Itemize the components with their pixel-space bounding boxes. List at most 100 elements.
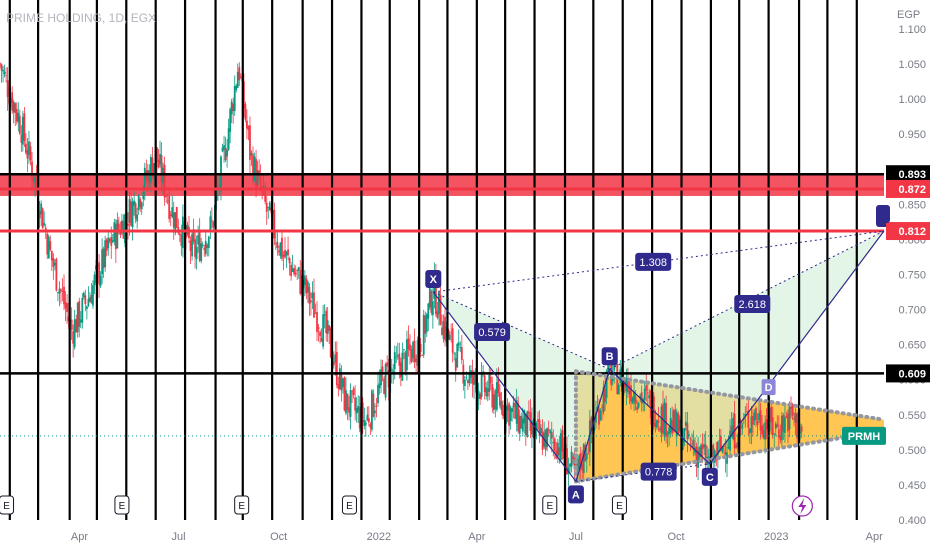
candle-body [335,351,338,386]
candle-body [511,408,514,412]
candle-body [744,413,747,417]
candle-body [291,268,294,272]
ratio-line-BD [609,230,885,370]
symbol-tag-label: PRMH [848,431,880,443]
candle-body [191,234,193,257]
candle-body [707,456,710,459]
candle-body [380,369,382,386]
candle-body [764,422,767,440]
candle-body [252,154,254,181]
candle-body [352,388,355,396]
candle-body [582,444,585,474]
candle-body [776,424,779,428]
candle-body [288,258,291,264]
candle-body [384,364,387,398]
candle-body [281,237,283,259]
candle-body [657,420,660,423]
candle-body [491,384,494,408]
candle-body [489,376,492,384]
candle-body [448,334,451,340]
candle-body [550,432,553,439]
level-tag-label: 0.893 [898,169,926,181]
candle-body [659,428,661,430]
candle-body [297,267,300,271]
earnings-marker-label: E [546,501,553,512]
candle-body [337,384,340,389]
candle-body [236,71,239,88]
candle-body [186,224,189,235]
candle-body [128,199,131,223]
candle-body [613,360,616,371]
candle-body [325,310,328,334]
y-tick-label: 0.400 [898,515,926,527]
candle-body [479,394,482,400]
candle-body [98,262,100,285]
point-label-C: C [706,472,714,484]
candle-body [718,440,721,442]
candle-body [791,403,794,416]
candle-body [451,328,454,353]
level-tag-0.609 [886,364,930,383]
candle-body [305,278,308,294]
level-tag-label: 0.812 [898,226,926,238]
candle-body [203,248,206,250]
candle-body [780,415,783,441]
candle-body [569,463,571,468]
triangle-lower-line [573,428,886,484]
candle-body [535,422,538,430]
candle-body [61,291,64,292]
candle-body [92,285,94,306]
candle-body [700,444,703,457]
candle-body [747,410,750,428]
candle-body [72,331,75,344]
candle-body [264,188,267,202]
candle-body [540,428,542,434]
candle-body [343,377,346,411]
candle-body [495,382,498,410]
pattern-bcd-fill [609,231,884,464]
candle-body [552,442,555,444]
candle-body [773,433,776,435]
candle-body [363,420,366,426]
candle-body [390,368,393,371]
candle-body [326,320,329,334]
candle-body [338,368,341,390]
candle-body [180,234,183,246]
candle-body [422,314,425,355]
candle-body [151,157,154,178]
candle-body [348,407,350,413]
candle-body [209,216,212,232]
candle-body [32,173,35,183]
candle-body [559,433,562,460]
time-axis-bg [0,522,886,550]
candle-body [515,400,518,424]
candle-body [684,421,687,426]
candle-body [399,362,402,378]
candle-body [134,203,137,219]
candle-body [311,292,314,299]
candle-body [84,295,87,304]
candle-body [131,201,134,228]
candle-body [716,441,719,456]
candle-body [727,446,730,449]
currency-label: EGP [897,9,920,21]
candle-body [87,298,90,306]
point-badge-C [701,467,718,486]
candle-body [50,250,53,261]
candle-body [299,269,302,294]
candle-body [166,200,169,202]
candle-body [736,442,739,448]
candle-body [604,389,606,403]
leg-BC [609,368,711,465]
earnings-marker-label: E [238,501,245,512]
candle-body [777,428,780,438]
candle-body [357,405,360,413]
candle-body [549,430,552,434]
candle-body [631,398,634,404]
candle-body [364,422,367,426]
candle-body [6,80,9,98]
candle-body [212,221,215,228]
candle-body [398,353,401,366]
y-tick-label: 1.100 [898,24,926,36]
